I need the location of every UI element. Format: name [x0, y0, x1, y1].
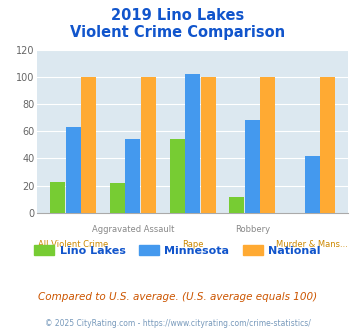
Bar [229, 197, 244, 213]
Text: Compared to U.S. average. (U.S. average equals 100): Compared to U.S. average. (U.S. average … [38, 292, 317, 302]
Text: Rape: Rape [182, 240, 203, 249]
Bar [185, 74, 200, 213]
Text: Robbery: Robbery [235, 225, 270, 234]
Bar [141, 77, 156, 213]
Bar [81, 77, 96, 213]
Bar [125, 139, 140, 213]
Bar [201, 77, 215, 213]
Bar [50, 182, 65, 213]
Bar [260, 77, 275, 213]
Text: Murder & Mans...: Murder & Mans... [276, 240, 348, 249]
Text: 2019 Lino Lakes: 2019 Lino Lakes [111, 8, 244, 23]
Text: Aggravated Assault: Aggravated Assault [92, 225, 174, 234]
Bar [245, 120, 260, 213]
Bar [305, 156, 320, 213]
Text: All Violent Crime: All Violent Crime [38, 240, 108, 249]
Legend: Lino Lakes, Minnesota, National: Lino Lakes, Minnesota, National [30, 240, 325, 260]
Bar [170, 139, 185, 213]
Bar [66, 127, 81, 213]
Text: © 2025 CityRating.com - https://www.cityrating.com/crime-statistics/: © 2025 CityRating.com - https://www.city… [45, 319, 310, 328]
Bar [320, 77, 335, 213]
Text: Violent Crime Comparison: Violent Crime Comparison [70, 25, 285, 40]
Bar [110, 183, 125, 213]
